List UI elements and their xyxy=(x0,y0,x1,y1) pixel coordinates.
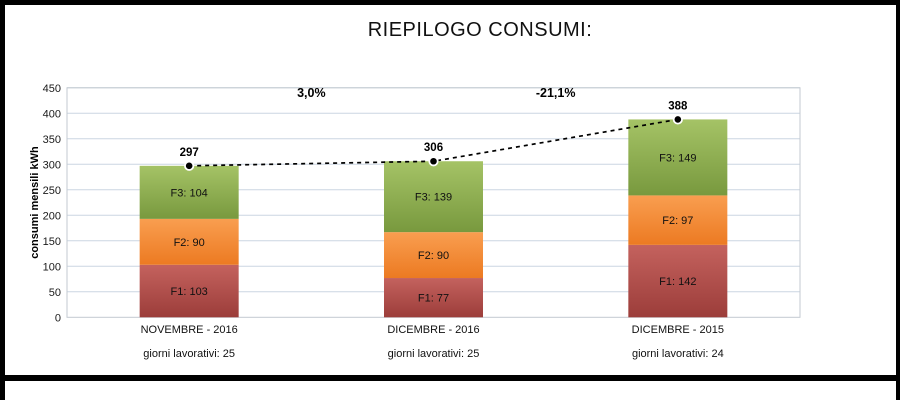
change-label: -21,1% xyxy=(536,86,576,100)
y-tick-label: 100 xyxy=(43,261,61,273)
y-tick-label: 400 xyxy=(43,108,61,120)
y-tick-label: 300 xyxy=(43,159,61,171)
y-tick-label: 150 xyxy=(43,236,61,248)
y-axis-title: consumi mensili kWh xyxy=(29,146,41,259)
bar-segment-label: F1: 77 xyxy=(418,293,449,305)
y-tick-label: 0 xyxy=(55,312,61,324)
bar-segment-f3 xyxy=(628,119,728,196)
total-marker xyxy=(672,114,683,125)
page-title: RIEPILOGO CONSUMI: xyxy=(367,19,593,41)
workdays-label: giorni lavorativi: 25 xyxy=(388,348,480,360)
change-label: 3,0% xyxy=(297,86,326,100)
total-label: 297 xyxy=(180,147,199,159)
bar-segment-f1 xyxy=(139,264,239,318)
bar-segment-f2 xyxy=(139,218,239,265)
bar-segment-label: F1: 142 xyxy=(659,276,696,288)
total-marker xyxy=(184,160,195,171)
bar-segment-label: F3: 104 xyxy=(171,187,208,199)
total-marker xyxy=(428,156,439,167)
page-border-left xyxy=(0,0,5,400)
page-border-top xyxy=(0,0,900,5)
total-label: 306 xyxy=(424,142,443,154)
category-label: NOVEMBRE - 2016 xyxy=(141,324,238,336)
y-tick-label: 200 xyxy=(43,210,61,222)
bar-segment-label: F2: 90 xyxy=(418,250,449,262)
workdays-label: giorni lavorativi: 25 xyxy=(143,348,235,360)
consumption-chart: 0 50 100 150 200 250 300 350 400 450 consumi mensi… xyxy=(29,83,801,360)
workdays-label: giorni lavorativi: 24 xyxy=(632,348,724,360)
page-border-right xyxy=(896,0,900,400)
total-label: 388 xyxy=(668,100,688,112)
bar-segment-label: F1: 103 xyxy=(171,286,208,298)
y-tick-label: 250 xyxy=(43,185,61,197)
bar-segment-f2 xyxy=(628,195,728,245)
bar-segment-label: F2: 90 xyxy=(174,237,205,249)
bar-segment-f1 xyxy=(628,244,728,318)
y-tick-label: 50 xyxy=(49,287,61,299)
totals-line xyxy=(189,118,678,167)
y-tick-label: 450 xyxy=(43,83,61,95)
y-tick-label: 350 xyxy=(43,134,61,146)
bar-segment-f2 xyxy=(384,232,483,279)
section-divider xyxy=(0,375,900,381)
category-label: DICEMBRE - 2016 xyxy=(387,324,479,336)
bar-segment-label: F3: 149 xyxy=(659,152,696,164)
bar-segment-f3 xyxy=(139,165,239,219)
category-label: DICEMBRE - 2015 xyxy=(632,324,724,336)
bar-segment-f1 xyxy=(384,278,483,318)
bar-segment-f3 xyxy=(384,161,483,233)
bar-segment-label: F3: 139 xyxy=(415,192,452,204)
bar-segment-label: F2: 97 xyxy=(662,215,693,227)
